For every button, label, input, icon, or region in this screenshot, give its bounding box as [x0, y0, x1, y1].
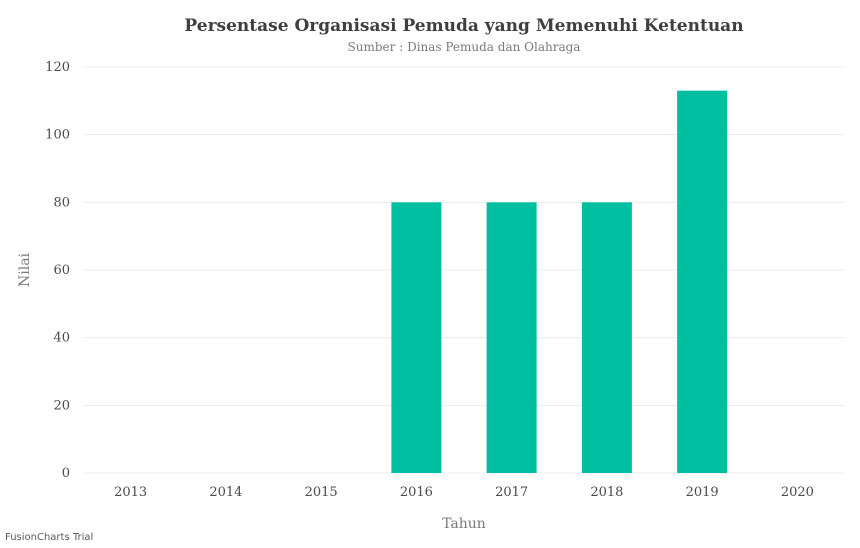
bar-2018[interactable]	[581, 202, 632, 474]
bars	[391, 90, 728, 474]
gridlines	[83, 66, 845, 474]
x-tick-label: 2015	[305, 485, 338, 500]
x-tick-label: 2013	[114, 485, 147, 500]
x-tick-label: 2017	[495, 485, 528, 500]
x-tick-label: 2016	[400, 485, 433, 500]
chart-title: Persentase Organisasi Pemuda yang Memenu…	[184, 16, 743, 36]
y-tick-label: 100	[45, 128, 70, 143]
x-tick-label: 2018	[590, 485, 623, 500]
bar-2016[interactable]	[391, 202, 442, 474]
y-axis-title: Nilai	[17, 252, 33, 287]
chart-subtitle: Sumber : Dinas Pemuda dan Olahraga	[348, 40, 581, 54]
x-axis-title: Tahun	[442, 516, 486, 532]
y-tick-label: 0	[62, 466, 70, 481]
watermark: FusionCharts Trial	[5, 532, 94, 543]
bar-2017[interactable]	[486, 202, 537, 474]
x-tick-label: 2014	[209, 485, 242, 500]
y-tick-label: 40	[53, 331, 70, 346]
y-tick-label: 80	[53, 195, 70, 210]
y-tick-label: 20	[53, 398, 70, 413]
x-axis-ticks: 2013 2014 2015 2016 2017 2018 2019 2020	[114, 485, 814, 500]
y-tick-label: 60	[53, 263, 70, 278]
y-axis-ticks: 0 20 40 60 80 100 120	[45, 60, 70, 481]
y-tick-label: 120	[45, 60, 70, 75]
bar-2019[interactable]	[677, 90, 728, 473]
x-tick-label: 2019	[686, 485, 719, 500]
x-tick-label: 2020	[781, 485, 814, 500]
